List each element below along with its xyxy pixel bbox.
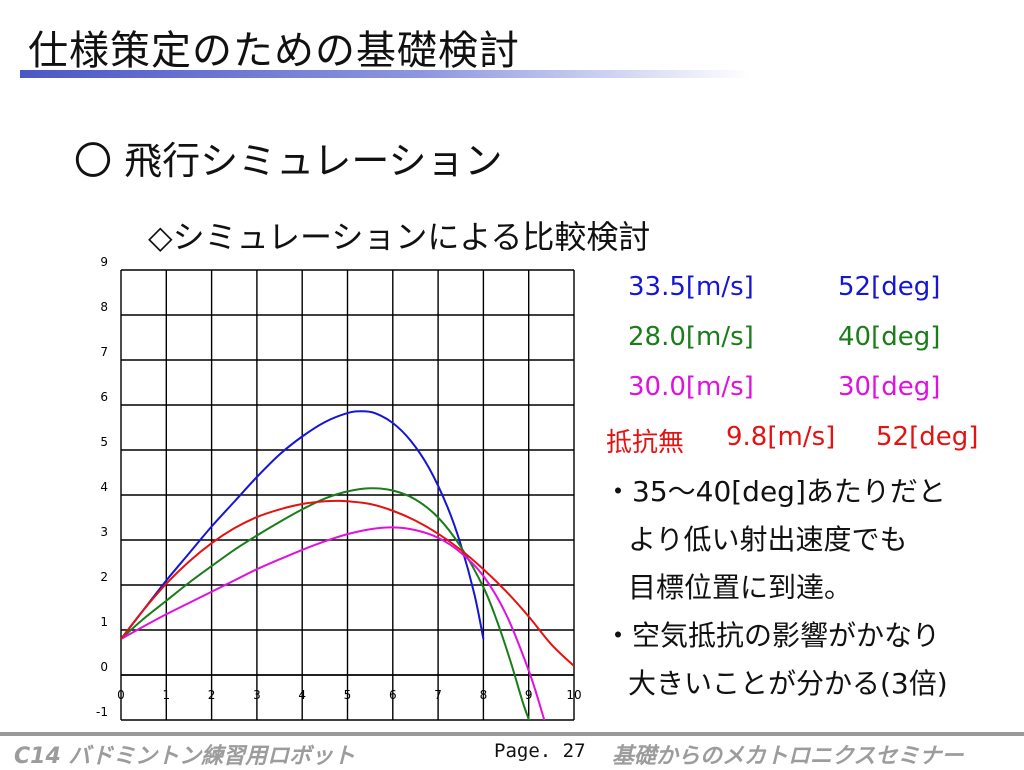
note-line-3: 目標位置に到達。 bbox=[628, 571, 853, 604]
y-tick-label: 9 bbox=[100, 255, 108, 269]
section-subheading: ◇シミュレーションによる比較検討 bbox=[148, 218, 651, 256]
footer: C14 バドミントン練習用ロボット Page. 27 基礎からのメカトロニクスセ… bbox=[0, 732, 1024, 769]
x-tick-label: 9 bbox=[525, 688, 533, 702]
footer-course-title: C14 バドミントン練習用ロボット bbox=[14, 744, 356, 769]
y-tick-label: -1 bbox=[96, 705, 108, 719]
x-tick-label: 0 bbox=[117, 688, 125, 702]
chart-series bbox=[121, 410, 574, 720]
note-line-4: ・空気抵抗の影響がかなり bbox=[604, 619, 941, 652]
legend-speed-2: 28.0[m/s] bbox=[628, 322, 754, 352]
legend-speed-4: 9.8[m/s] bbox=[726, 422, 836, 452]
y-tick-label: 6 bbox=[100, 390, 108, 404]
y-tick-label: 4 bbox=[100, 480, 108, 494]
series-line-1 bbox=[121, 410, 485, 640]
legend-angle-4: 52[deg] bbox=[876, 422, 979, 452]
x-tick-label: 1 bbox=[162, 688, 170, 702]
x-tick-label: 5 bbox=[344, 688, 352, 702]
y-tick-label: 3 bbox=[100, 525, 108, 539]
legend-angle-2: 40[deg] bbox=[838, 322, 941, 352]
legend-speed-1: 33.5[m/s] bbox=[628, 272, 754, 302]
series-line-4 bbox=[121, 499, 574, 667]
trajectory-chart: 0 1 2 3 4 5 6 7 8 9 10 -1 0 1 2 3 4 5 6 7 8 9 bbox=[96, 255, 582, 721]
x-tick-label: 8 bbox=[480, 688, 488, 702]
y-tick-label: 1 bbox=[100, 615, 108, 629]
x-tick-label: 10 bbox=[566, 688, 581, 702]
chart-ticks: 0 1 2 3 4 5 6 7 8 9 10 -1 0 1 2 3 4 5 6 7 8 9 bbox=[96, 255, 582, 719]
y-tick-label: 0 bbox=[100, 660, 108, 674]
y-tick-label: 8 bbox=[100, 300, 108, 314]
y-tick-label: 2 bbox=[100, 570, 108, 584]
series-line-3 bbox=[121, 526, 546, 720]
notes: ・35～40[deg]あたりだと より低い射出速度でも 目標位置に到達。 ・空気… bbox=[604, 468, 948, 708]
x-tick-label: 3 bbox=[253, 688, 261, 702]
legend-angle-1: 52[deg] bbox=[838, 272, 941, 302]
x-tick-label: 2 bbox=[208, 688, 216, 702]
footer-page-number: Page. 27 bbox=[494, 740, 586, 762]
legend-angle-3: 30[deg] bbox=[838, 372, 941, 402]
x-tick-label: 4 bbox=[298, 688, 306, 702]
y-tick-label: 7 bbox=[100, 345, 108, 359]
note-line-2: より低い射出速度でも bbox=[628, 523, 908, 556]
series-line-2 bbox=[121, 487, 531, 720]
x-tick-label: 7 bbox=[434, 688, 442, 702]
legend-label-4: 抵抗無 bbox=[606, 428, 685, 458]
section-heading: 〇 飛行シミュレーション bbox=[74, 139, 503, 183]
y-tick-label: 5 bbox=[100, 435, 108, 449]
chart-grid bbox=[120, 269, 575, 721]
title-underline bbox=[20, 70, 750, 78]
legend-speed-3: 30.0[m/s] bbox=[628, 372, 754, 402]
slide-title: 仕様策定のための基礎検討 bbox=[28, 28, 520, 74]
footer-divider bbox=[0, 732, 1024, 736]
x-tick-label: 6 bbox=[389, 688, 397, 702]
note-line-5: 大きいことが分かる(3倍) bbox=[628, 667, 948, 700]
note-line-1: ・35～40[deg]あたりだと bbox=[604, 475, 946, 508]
footer-seminar-title: 基礎からのメカトロニクスセミナー bbox=[612, 744, 964, 769]
